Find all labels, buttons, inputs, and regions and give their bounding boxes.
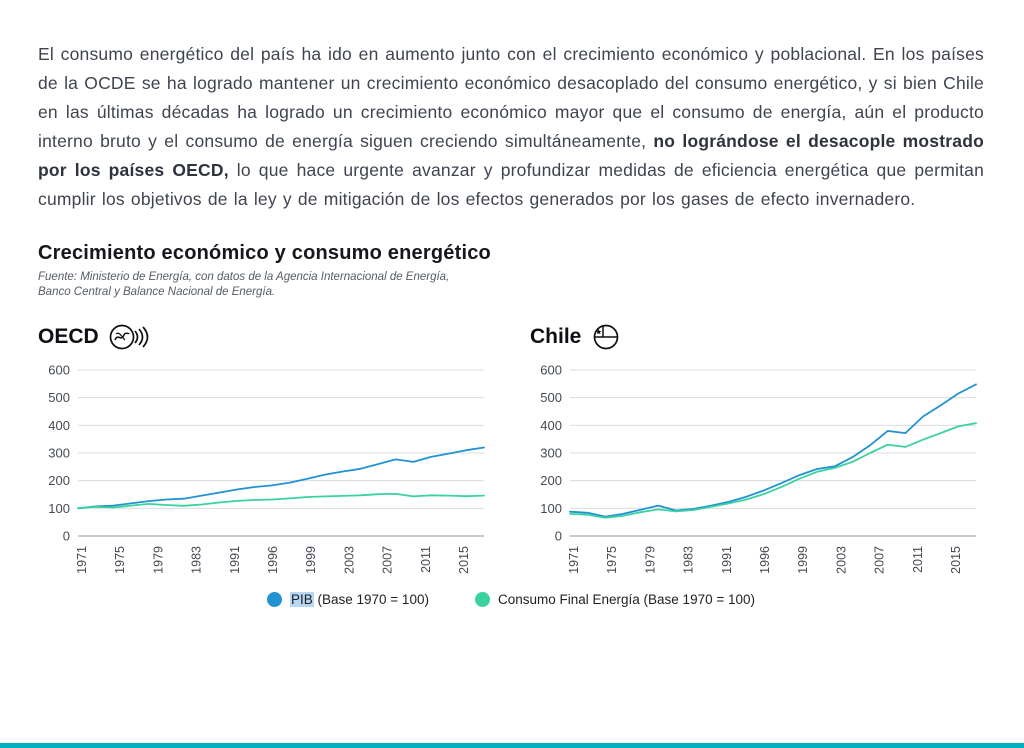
svg-text:600: 600 — [540, 363, 562, 378]
svg-text:1991: 1991 — [228, 546, 242, 574]
source-note: Fuente: Ministerio de Energía, con datos… — [38, 271, 450, 298]
svg-text:400: 400 — [540, 418, 562, 433]
svg-text:2015: 2015 — [457, 546, 471, 574]
svg-text:1996: 1996 — [266, 546, 280, 574]
svg-text:100: 100 — [48, 501, 70, 516]
svg-text:1975: 1975 — [605, 546, 619, 574]
content: El consumo energético del país ha ido en… — [38, 40, 984, 607]
legend-item-pib: PIB (Base 1970 = 100) — [266, 592, 429, 607]
oecd-line-chart: 0 100 200 300 400 500 600 1971 1975 1979 1983 1991 1… — [48, 363, 485, 574]
intro-text-lead: El consumo energético del país ha ido en… — [38, 44, 984, 151]
svg-text:2011: 2011 — [911, 546, 925, 573]
charts-row: OECD 0 100 200 300 400 500 600 1971 1975 1979 1983… — [38, 322, 984, 586]
intro-text-bold: no lográndose el desacople mostrado por … — [38, 131, 984, 180]
svg-text:2007: 2007 — [381, 546, 395, 574]
chart-chile-title: Chile — [530, 325, 582, 348]
chile-coin-icon — [590, 322, 622, 352]
svg-text:1971: 1971 — [567, 546, 581, 574]
svg-text:1971: 1971 — [75, 546, 89, 574]
svg-text:1979: 1979 — [643, 546, 657, 574]
chart-chile: Chile 0 100 200 300 400 500 600 1971 1975 1979 198… — [530, 322, 982, 586]
chart-oecd: OECD 0 100 200 300 400 500 600 1971 1975 1979 1983… — [38, 322, 490, 586]
svg-text:1979: 1979 — [151, 546, 165, 574]
chart-legend: PIB (Base 1970 = 100) Consumo Final Ener… — [38, 592, 984, 607]
svg-text:500: 500 — [48, 390, 70, 405]
chart-oecd-header: OECD — [38, 322, 490, 352]
oecd-logo-icon — [108, 322, 150, 352]
pib-legend-marker — [266, 592, 282, 607]
svg-text:1996: 1996 — [758, 546, 772, 574]
pib-legend-highlighted-text: PIB — [289, 592, 314, 607]
pib-legend-text: PIB (Base 1970 = 100) — [289, 592, 429, 607]
chile-line-chart: 0 100 200 300 400 500 600 1971 1975 1979 1983 1991 1… — [540, 363, 977, 574]
chart-chile-header: Chile — [530, 322, 982, 352]
svg-text:200: 200 — [48, 473, 70, 488]
svg-text:1983: 1983 — [682, 546, 696, 574]
energia-legend-text: Consumo Final Energía (Base 1970 = 100) — [497, 592, 755, 607]
svg-text:600: 600 — [48, 363, 70, 378]
svg-text:1983: 1983 — [190, 546, 204, 574]
svg-text:2015: 2015 — [949, 546, 963, 574]
legend-item-energia: Consumo Final Energía (Base 1970 = 100) — [474, 592, 755, 607]
svg-text:1991: 1991 — [720, 546, 734, 574]
page: El consumo energético del país ha ido en… — [0, 40, 1024, 748]
chart-oecd-title: OECD — [38, 325, 99, 348]
svg-text:1999: 1999 — [796, 546, 810, 574]
svg-text:2003: 2003 — [834, 546, 848, 574]
svg-text:0: 0 — [555, 529, 562, 544]
energia-legend-marker — [474, 592, 490, 607]
pib-legend-rest-text: (Base 1970 = 100) — [313, 592, 429, 607]
intro-paragraph: El consumo energético del país ha ido en… — [38, 40, 984, 214]
svg-text:400: 400 — [48, 418, 70, 433]
svg-text:500: 500 — [540, 390, 562, 405]
svg-text:300: 300 — [540, 446, 562, 461]
intro-text-tail: lo que hace urgente avanzar y profundiza… — [38, 160, 985, 209]
svg-text:2007: 2007 — [873, 546, 887, 574]
svg-text:0: 0 — [63, 529, 70, 544]
svg-text:2011: 2011 — [419, 546, 433, 573]
svg-text:1975: 1975 — [113, 546, 127, 574]
section-title: Crecimiento económico y consumo energéti… — [38, 242, 491, 264]
svg-text:1999: 1999 — [304, 546, 318, 574]
bottom-accent-bar — [0, 743, 1024, 748]
svg-text:2003: 2003 — [342, 546, 356, 574]
svg-text:200: 200 — [540, 473, 562, 488]
svg-text:300: 300 — [48, 446, 70, 461]
svg-text:100: 100 — [540, 501, 562, 516]
